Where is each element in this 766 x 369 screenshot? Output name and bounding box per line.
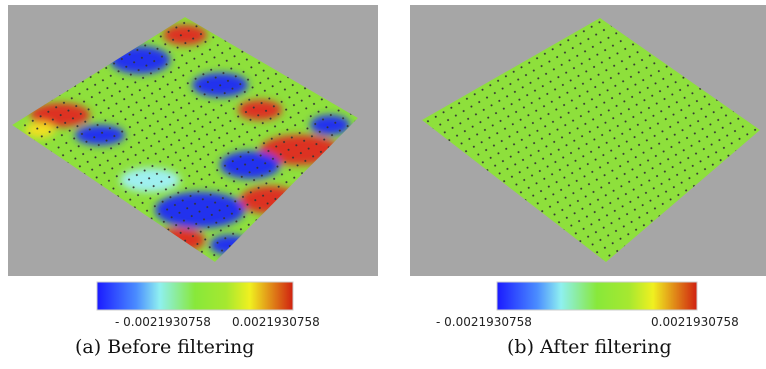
colorbar <box>497 282 697 310</box>
colorbar-min-label: - 0.0021930758 <box>436 315 532 329</box>
colorbar-min-label: - 0.0021930758 <box>115 315 211 329</box>
colorbar <box>97 282 293 310</box>
colorbar-max-label: 0.0021930758 <box>232 315 320 329</box>
caption: (a) Before filtering <box>75 336 254 358</box>
figure: - 0.0021930758 0.0021930758 (a) Before f… <box>0 0 766 369</box>
colorbar-max-label: 0.0021930758 <box>651 315 739 329</box>
figure-art <box>0 0 766 369</box>
caption: (b) After filtering <box>507 336 672 358</box>
